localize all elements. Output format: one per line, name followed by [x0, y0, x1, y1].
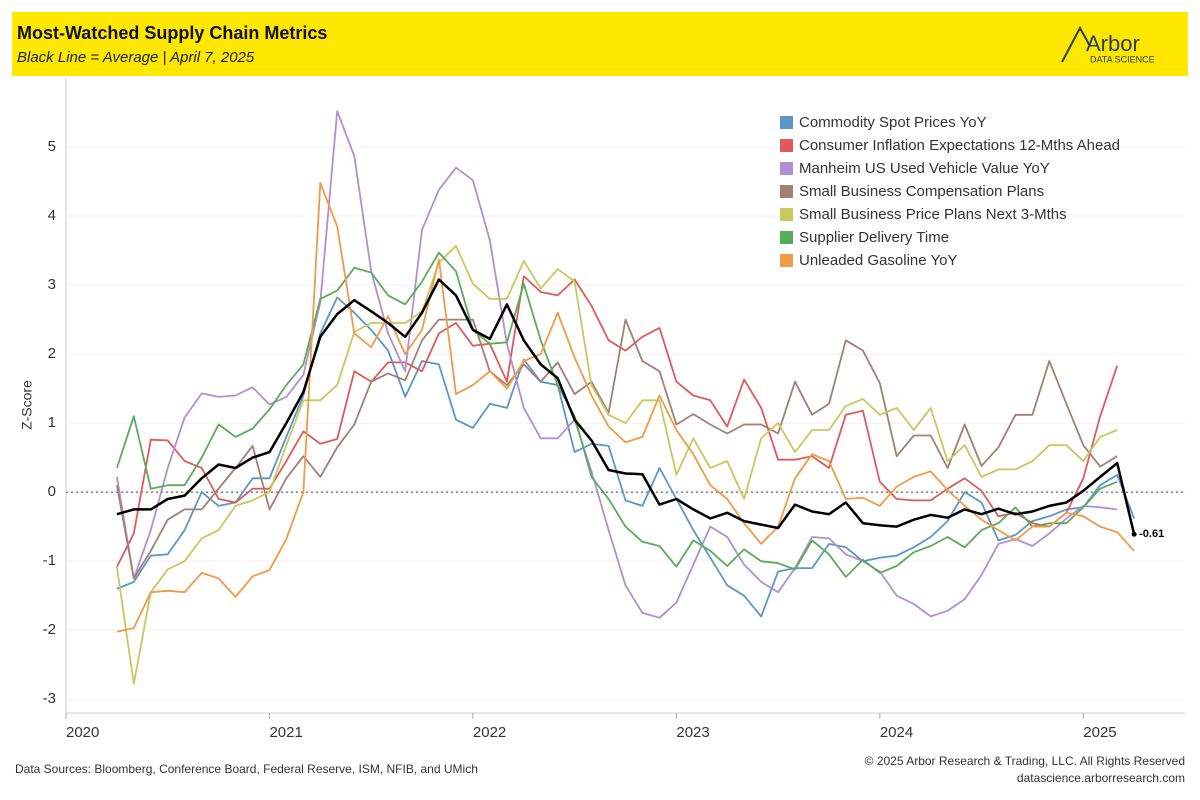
series-line	[116, 318, 1118, 580]
x-tick-label: 2025	[1083, 724, 1116, 741]
y-tick-label: -1	[43, 552, 56, 569]
y-axis-label: Z-Score	[19, 380, 35, 430]
legend-swatch	[780, 185, 793, 198]
x-tick-label: 2022	[473, 724, 506, 741]
legend-label: Supplier Delivery Time	[799, 229, 949, 246]
series-line	[116, 182, 1135, 633]
series-line	[116, 110, 1118, 619]
legend-label: Small Business Compensation Plans	[799, 183, 1044, 200]
y-tick-label: 5	[48, 138, 56, 155]
legend-label: Manheim US Used Vehicle Value YoY	[799, 160, 1050, 177]
legend-swatch	[780, 116, 793, 129]
y-tick-label: -3	[43, 690, 56, 707]
legend-swatch	[780, 231, 793, 244]
legend-label: Consumer Inflation Expectations 12-Mths …	[799, 137, 1120, 154]
x-tick-label: 2020	[66, 724, 99, 741]
series-line	[116, 244, 1118, 685]
logo-subtext: DATA SCIENCE	[1090, 54, 1155, 64]
chart-title: Most-Watched Supply Chain Metrics	[17, 23, 327, 43]
legend-swatch	[780, 139, 793, 152]
y-tick-label: 4	[48, 207, 56, 224]
y-tick-label: 2	[48, 345, 56, 362]
chart-subtitle: Black Line = Average | April 7, 2025	[17, 49, 255, 66]
legend-swatch	[780, 162, 793, 175]
average-line	[116, 278, 1136, 535]
y-tick-label: 3	[48, 276, 56, 293]
x-tick-label: 2021	[269, 724, 302, 741]
logo-mark	[1061, 25, 1091, 63]
series-line	[116, 275, 1119, 568]
y-tick-label: -2	[43, 621, 56, 638]
series-line	[116, 296, 1135, 618]
x-tick-label: 2023	[676, 724, 709, 741]
average-end-label: -0.61	[1139, 528, 1164, 540]
y-tick-label: 1	[48, 414, 56, 431]
footer-sources: Data Sources: Bloomberg, Conference Boar…	[15, 762, 478, 776]
legend-swatch	[780, 254, 793, 267]
legend-swatch	[780, 208, 793, 221]
average-end-dot	[1131, 531, 1137, 537]
logo-text: Arbor	[1086, 31, 1140, 56]
legend-label: Small Business Price Plans Next 3-Mths	[799, 206, 1067, 223]
series-line	[116, 251, 1118, 578]
footer-copyright: © 2025 Arbor Research & Trading, LLC. Al…	[865, 754, 1185, 768]
x-tick-label: 2024	[880, 724, 913, 741]
header-band	[12, 12, 1188, 76]
legend-label: Commodity Spot Prices YoY	[799, 114, 987, 131]
y-tick-label: 0	[48, 483, 56, 500]
legend-label: Unleaded Gasoline YoY	[799, 252, 957, 269]
footer-site: datascience.arborresearch.com	[1017, 771, 1185, 785]
